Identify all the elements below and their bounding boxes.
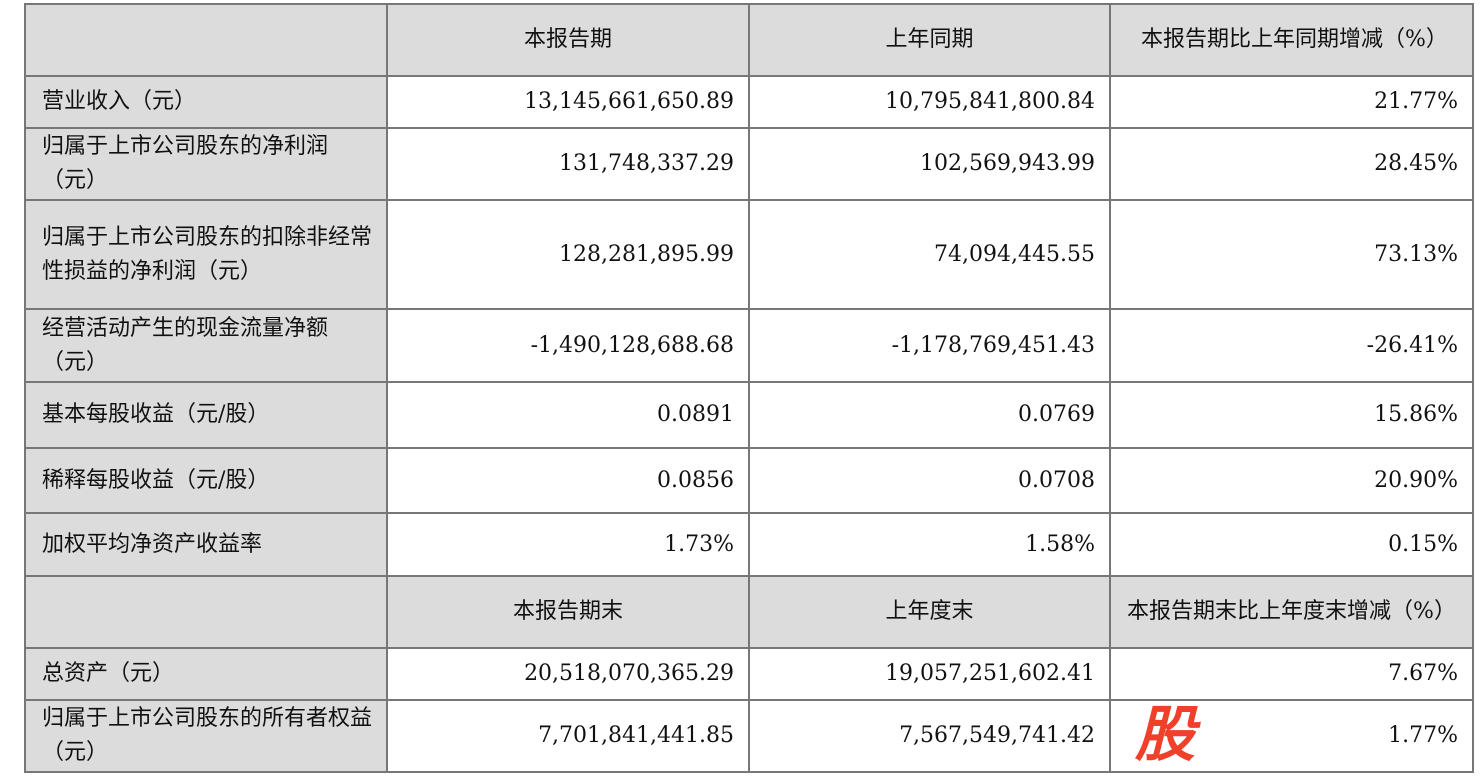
row-label: 经营活动产生的现金流量净额（元） — [24, 308, 388, 383]
prior-value: -1,178,769,451.43 — [748, 308, 1111, 383]
table-row: 营业收入（元） 13,145,661,650.89 10,795,841,800.8… — [24, 75, 1474, 129]
current-value: 20,518,070,365.29 — [386, 647, 750, 701]
change-value: 1.77% — [1109, 699, 1474, 773]
table-row: 归属于上市公司股东的净利润（元） 131,748,337.29 102,569,94… — [24, 127, 1474, 201]
current-value: -1,490,128,688.68 — [386, 308, 750, 383]
header-current-period: 本报告期 — [386, 3, 750, 77]
header-prior-year-end: 上年度末 — [748, 575, 1111, 649]
current-value: 131,748,337.29 — [386, 127, 750, 201]
current-value: 0.0891 — [386, 381, 750, 449]
watermark-logo: 股 — [1135, 700, 1195, 770]
prior-value: 7,567,549,741.42 — [748, 699, 1111, 773]
table-row: 经营活动产生的现金流量净额（元） -1,490,128,688.68 -1,178,… — [24, 308, 1474, 383]
prior-value: 1.58% — [748, 512, 1111, 577]
header-blank — [24, 3, 388, 77]
change-value: 73.13% — [1109, 199, 1474, 310]
prior-value: 102,569,943.99 — [748, 127, 1111, 201]
header-change: 本报告期比上年同期增减（%） — [1109, 3, 1474, 77]
header-period-end: 本报告期末 — [386, 575, 750, 649]
current-value: 128,281,895.99 — [386, 199, 750, 310]
row-label: 归属于上市公司股东的扣除非经常性损益的净利润（元） — [24, 199, 388, 310]
row-label: 稀释每股收益（元/股） — [24, 447, 388, 514]
change-value: 28.45% — [1109, 127, 1474, 201]
header-row: 本报告期 上年同期 本报告期比上年同期增减（%） — [24, 3, 1474, 77]
row-label: 归属于上市公司股东的净利润（元） — [24, 127, 388, 201]
table-row: 总资产（元） 20,518,070,365.29 19,057,251,602.41… — [24, 647, 1474, 701]
header-change-end: 本报告期末比上年度末增减（%） — [1109, 575, 1474, 649]
prior-value: 74,094,445.55 — [748, 199, 1111, 310]
table-row: 稀释每股收益（元/股） 0.0856 0.0708 20.90% — [24, 447, 1474, 514]
table-row: 加权平均净资产收益率 1.73% 1.58% 0.15% — [24, 512, 1474, 577]
row-label: 归属于上市公司股东的所有者权益（元） — [24, 699, 388, 773]
table-row: 归属于上市公司股东的所有者权益（元） 7,701,841,441.85 7,567,… — [24, 699, 1474, 773]
header-prior-period: 上年同期 — [748, 3, 1111, 77]
change-value: 20.90% — [1109, 447, 1474, 514]
row-label: 营业收入（元） — [24, 75, 388, 129]
row-label: 基本每股收益（元/股） — [24, 381, 388, 449]
prior-value: 19,057,251,602.41 — [748, 647, 1111, 701]
change-value: 7.67% — [1109, 647, 1474, 701]
header-blank — [24, 575, 388, 649]
financial-summary-table: 本报告期 上年同期 本报告期比上年同期增减（%） 营业收入（元） 13,145,6… — [24, 3, 1474, 773]
change-value: 15.86% — [1109, 381, 1474, 449]
prior-value: 10,795,841,800.84 — [748, 75, 1111, 129]
table-row: 归属于上市公司股东的扣除非经常性损益的净利润（元） 128,281,895.99 7… — [24, 199, 1474, 310]
current-value: 13,145,661,650.89 — [386, 75, 750, 129]
prior-value: 0.0769 — [748, 381, 1111, 449]
current-value: 7,701,841,441.85 — [386, 699, 750, 773]
change-value: 0.15% — [1109, 512, 1474, 577]
prior-value: 0.0708 — [748, 447, 1111, 514]
change-value: 21.77% — [1109, 75, 1474, 129]
current-value: 0.0856 — [386, 447, 750, 514]
header-row-2: 本报告期末 上年度末 本报告期末比上年度末增减（%） — [24, 575, 1474, 649]
table-row: 基本每股收益（元/股） 0.0891 0.0769 15.86% — [24, 381, 1474, 449]
row-label: 加权平均净资产收益率 — [24, 512, 388, 577]
change-value: -26.41% — [1109, 308, 1474, 383]
current-value: 1.73% — [386, 512, 750, 577]
row-label: 总资产（元） — [24, 647, 388, 701]
